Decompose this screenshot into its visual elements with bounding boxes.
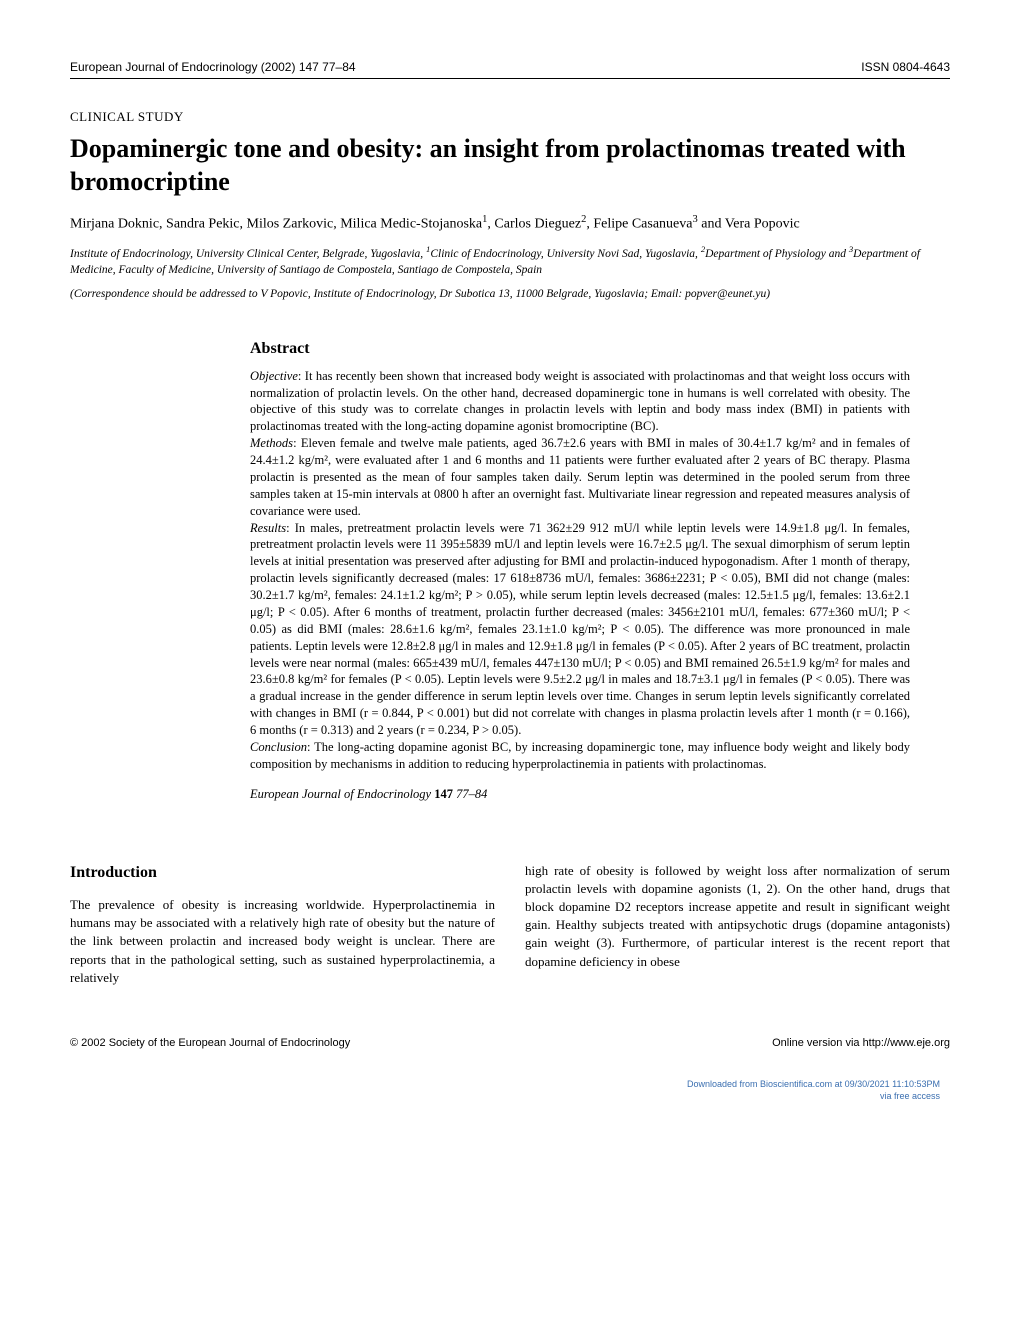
running-header: European Journal of Endocrinology (2002)… — [70, 60, 950, 79]
download-line1: Downloaded from Bioscientifica.com at 09… — [687, 1079, 940, 1089]
results-text: : In males, pretreatment prolactin level… — [250, 521, 910, 738]
correspondence: (Correspondence should be addressed to V… — [70, 288, 950, 300]
abstract-citation: European Journal of Endocrinology 147 77… — [250, 787, 910, 802]
download-note: Downloaded from Bioscientifica.com at 09… — [70, 1079, 950, 1102]
objective-label: Objective — [250, 369, 298, 383]
study-type: CLINICAL STUDY — [70, 109, 950, 125]
citation-pages: 77–84 — [453, 787, 487, 801]
abstract-body: Objective: It has recently been shown th… — [250, 368, 910, 773]
intro-text-left: The prevalence of obesity is increasing … — [70, 897, 495, 985]
journal-cite: European Journal of Endocrinology (2002)… — [70, 60, 356, 74]
intro-col-right: high rate of obesity is followed by weig… — [525, 862, 950, 987]
affiliations: Institute of Endocrinology, University C… — [70, 243, 950, 278]
intro-text-right: high rate of obesity is followed by weig… — [525, 863, 950, 969]
conclusion-label: Conclusion — [250, 740, 307, 754]
methods-label: Methods — [250, 436, 293, 450]
online-version: Online version via http://www.eje.org — [772, 1037, 950, 1049]
methods-text: : Eleven female and twelve male patients… — [250, 436, 910, 518]
citation-volume: 147 — [434, 787, 453, 801]
citation-journal: European Journal of Endocrinology — [250, 787, 434, 801]
page-footer: © 2002 Society of the European Journal o… — [70, 1037, 950, 1049]
article-title: Dopaminergic tone and obesity: an insigh… — [70, 133, 950, 198]
abstract-heading: Abstract — [250, 340, 910, 358]
download-line2: via free access — [880, 1091, 940, 1101]
conclusion-text: : The long-acting dopamine agonist BC, b… — [250, 740, 910, 771]
issn: ISSN 0804-4643 — [861, 60, 950, 74]
copyright: © 2002 Society of the European Journal o… — [70, 1037, 350, 1049]
intro-heading: Introduction — [70, 862, 495, 884]
abstract: Abstract Objective: It has recently been… — [250, 340, 910, 802]
intro-col-left: Introduction The prevalence of obesity i… — [70, 862, 495, 987]
objective-text: : It has recently been shown that increa… — [250, 369, 910, 434]
introduction-section: Introduction The prevalence of obesity i… — [70, 862, 950, 987]
results-label: Results — [250, 521, 286, 535]
authors: Mirjana Doknic, Sandra Pekic, Milos Zark… — [70, 214, 950, 233]
